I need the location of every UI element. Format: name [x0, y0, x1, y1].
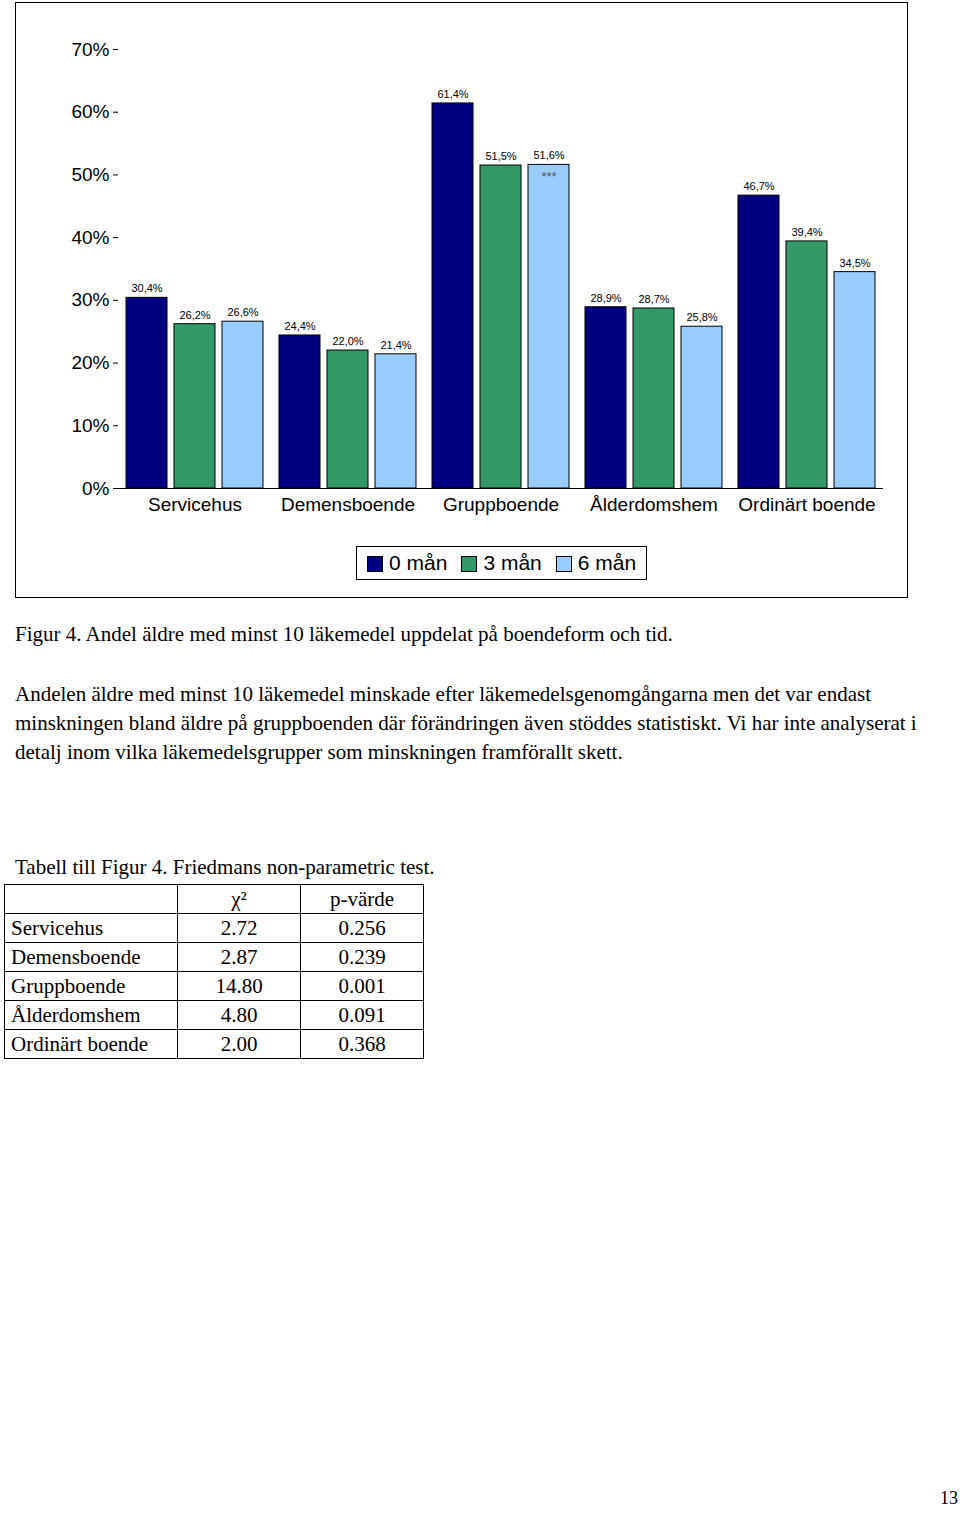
svg-text:24,4%: 24,4%: [284, 320, 315, 332]
svg-text:61,4%: 61,4%: [437, 88, 468, 100]
svg-text:50%: 50%: [71, 164, 109, 185]
svg-text:34,5%: 34,5%: [839, 257, 870, 269]
html-text:2.87: 2.87: [220, 944, 258, 969]
svg-text:Servicehus: Servicehus: [148, 494, 242, 515]
html-text:0.239: 0.239: [338, 944, 386, 969]
html-text:2.72: 2.72: [220, 915, 258, 940]
html-text:Andelen äldre med minst 10 läk: Andelen äldre med minst 10 läkemedel min…: [15, 682, 917, 764]
svg-text:70%: 70%: [71, 39, 109, 60]
html-text:0.091: 0.091: [338, 1002, 386, 1027]
svg-text:***: ***: [541, 169, 556, 184]
svg-text:30,4%: 30,4%: [131, 282, 162, 294]
svg-text:Ålderdomshem: Ålderdomshem: [590, 494, 718, 515]
svg-text:51,6%: 51,6%: [533, 149, 564, 161]
html-text:Figur 4. Andel äldre med minst: Figur 4. Andel äldre med minst 10 läkeme…: [15, 622, 673, 646]
svg-text:0%: 0%: [82, 478, 110, 499]
html-text:Demensboende: Demensboende: [11, 944, 141, 969]
svg-text:30%: 30%: [71, 289, 109, 310]
html-text:Servicehus: Servicehus: [11, 915, 104, 940]
html-text:0.256: 0.256: [338, 915, 386, 940]
svg-text:10%: 10%: [71, 415, 109, 436]
svg-text:22,0%: 22,0%: [332, 335, 363, 347]
svg-text:46,7%: 46,7%: [743, 180, 774, 192]
html-text:13: 13: [940, 1488, 958, 1508]
svg-text:39,4%: 39,4%: [791, 226, 822, 238]
svg-text:Demensboende: Demensboende: [281, 494, 415, 515]
html-text:0.001: 0.001: [338, 973, 386, 998]
html-text:Tabell till Figur 4. Friedmans: Tabell till Figur 4. Friedmans non-param…: [15, 855, 435, 879]
svg-text:51,5%: 51,5%: [485, 150, 516, 162]
html-text:0 mån: 0 mån: [389, 551, 448, 574]
html-text:Ålderdomshem: Ålderdomshem: [11, 1002, 141, 1027]
html-text:2.00: 2.00: [220, 1031, 258, 1056]
svg-text:20%: 20%: [71, 352, 109, 373]
html-text:14.80: 14.80: [215, 973, 263, 998]
svg-text:25,8%: 25,8%: [686, 311, 717, 323]
svg-text:28,9%: 28,9%: [590, 292, 621, 304]
html-text:3 mån: 3 mån: [483, 551, 542, 574]
svg-text:26,6%: 26,6%: [227, 306, 258, 318]
svg-text:40%: 40%: [71, 227, 109, 248]
svg-text:60%: 60%: [71, 101, 109, 122]
html-text:Ordinärt boende: Ordinärt boende: [11, 1031, 148, 1056]
html-text:p-värde: p-värde: [329, 886, 395, 911]
html-text:0.368: 0.368: [338, 1031, 386, 1056]
html-text:6 mån: 6 mån: [577, 551, 637, 574]
svg-text:Ordinärt boende: Ordinärt boende: [738, 494, 875, 515]
html-text:χ²: χ²: [231, 886, 247, 911]
html-text:4.80: 4.80: [220, 1002, 258, 1027]
svg-text:28,7%: 28,7%: [638, 293, 669, 305]
svg-text:Gruppboende: Gruppboende: [443, 494, 559, 515]
svg-text:21,4%: 21,4%: [380, 339, 411, 351]
svg-text:26,2%: 26,2%: [179, 309, 210, 321]
html-text:Gruppboende: Gruppboende: [11, 973, 126, 998]
